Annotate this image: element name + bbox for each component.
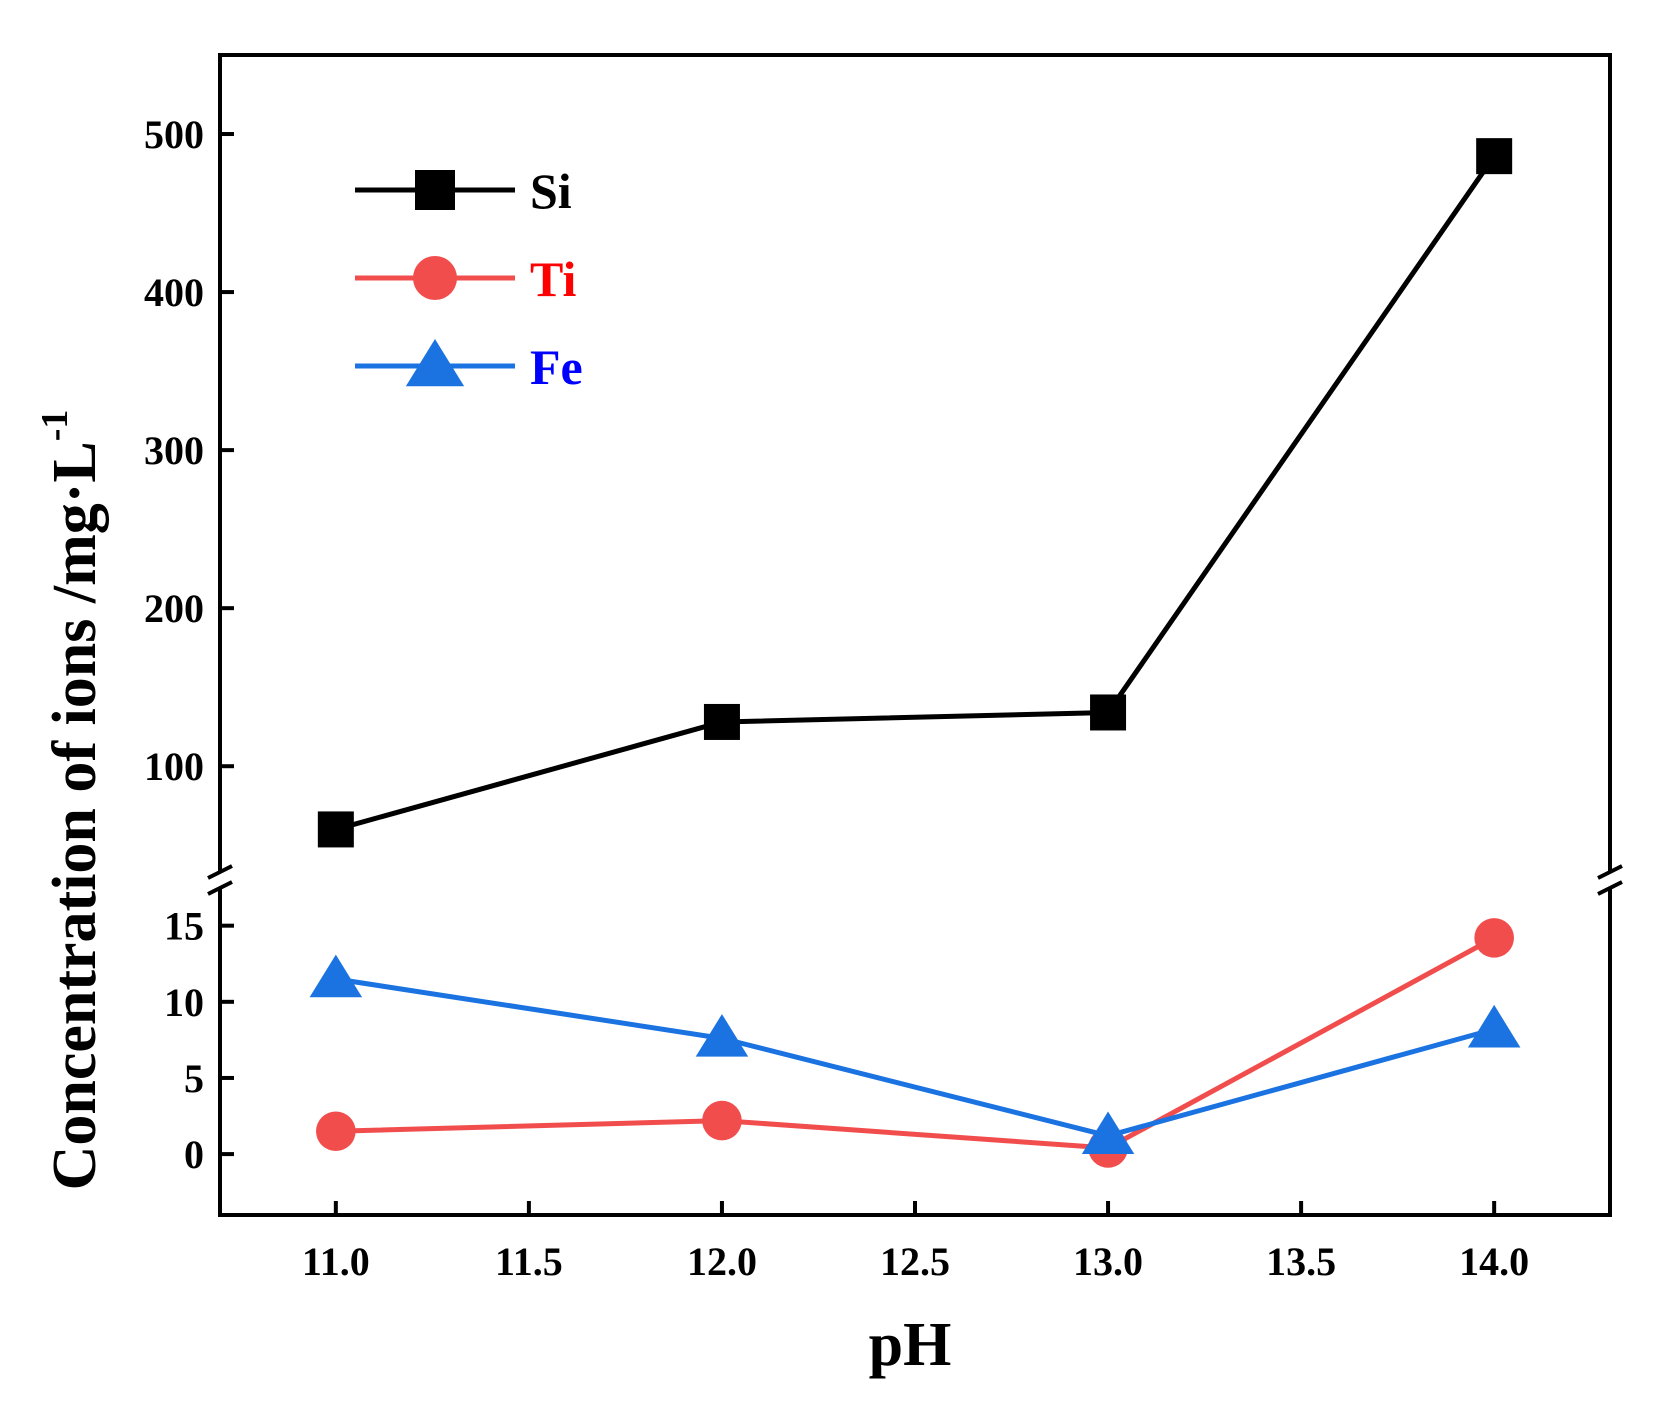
series-line-fe <box>335 976 1495 1139</box>
data-point-si <box>1090 694 1127 731</box>
axes-layer: 11.0 11.5 12.0 12.5 13.0 13.5 14.0100200300400… <box>144 53 1623 1284</box>
x-tick-label: 12.0 <box>687 1239 757 1284</box>
legend-label-fe: Fe <box>530 339 583 395</box>
x-axis-title: pH <box>869 1311 952 1379</box>
x-tick-label: 11.5 <box>495 1239 563 1284</box>
series-layer <box>309 138 1521 1168</box>
axis-break-mark-right <box>1597 880 1623 896</box>
data-point-ti <box>1474 918 1514 958</box>
data-point-si <box>317 811 354 848</box>
y-tick-label-upper: 500 <box>144 112 204 157</box>
x-tick-label: 13.5 <box>1266 1239 1336 1284</box>
data-point-fe <box>1081 1111 1135 1155</box>
x-tick-label: 13.0 <box>1073 1239 1143 1284</box>
y-tick-label-upper: 300 <box>144 428 204 473</box>
data-point-fe <box>309 954 363 998</box>
y-axis-title-main: Concentration of ions /mg·L <box>41 441 109 1190</box>
series-line-si <box>335 154 1497 832</box>
data-point-fe <box>695 1014 749 1057</box>
axis-break-mark-left <box>207 880 233 896</box>
data-point-si <box>1476 138 1513 175</box>
plot-frame <box>218 53 1612 1217</box>
legend-marker-si <box>415 170 455 210</box>
data-point-ti <box>702 1100 742 1141</box>
y-tick-label-upper: 200 <box>144 586 204 631</box>
y-tick-label-lower: 0 <box>184 1132 204 1177</box>
axis-break-mark-left <box>207 864 233 880</box>
series-line-ti <box>335 935 1496 1151</box>
data-point-ti <box>316 1111 356 1152</box>
y-tick-label-upper: 400 <box>144 270 204 315</box>
legend-marker-fe <box>405 339 465 387</box>
legend: Si Ti Fe <box>355 163 583 395</box>
x-tick-label: 12.5 <box>880 1239 950 1284</box>
y-tick-label-lower: 15 <box>164 904 204 949</box>
y-tick-label-lower: 5 <box>184 1056 204 1101</box>
y-axis-title: Concentration of ions /mg·L-1 <box>34 410 109 1191</box>
y-tick-label-upper: 100 <box>144 744 204 789</box>
legend-label-ti: Ti <box>530 251 576 307</box>
data-point-fe <box>1467 1004 1521 1048</box>
axis-break-mark-right <box>1597 864 1623 880</box>
legend-label-si: Si <box>530 163 572 219</box>
x-tick-label: 14.0 <box>1459 1239 1529 1284</box>
y-tick-label-lower: 10 <box>164 980 204 1025</box>
legend-marker-ti <box>413 256 457 300</box>
x-tick-label: 11.0 <box>302 1239 370 1284</box>
data-point-si <box>703 703 740 740</box>
y-axis-title-superscript: -1 <box>34 410 76 442</box>
